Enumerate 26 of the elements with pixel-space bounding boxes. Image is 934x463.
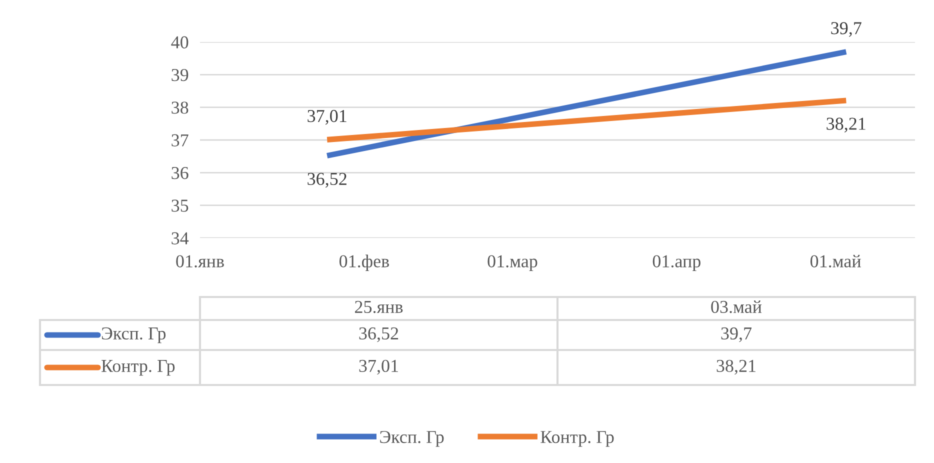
- data-label: 38,21: [826, 118, 866, 132]
- y-tick-label: 38: [172, 102, 188, 114]
- y-tick-label: 35: [172, 200, 188, 212]
- text: 03.май: [711, 300, 762, 314]
- data-label: 36,52: [308, 172, 346, 188]
- y-tick-label: 39: [172, 68, 188, 82]
- legend-label: Эксп. Гр: [102, 327, 166, 344]
- text: Эксп. Гр: [380, 430, 444, 447]
- y-tick-label: 34: [172, 232, 189, 244]
- text: 38,21: [716, 360, 756, 375]
- text: Контр. Гр: [540, 431, 614, 447]
- y-tick-label: 37: [172, 134, 188, 146]
- data-label: 39,7: [831, 22, 862, 37]
- y-tick-label: 36: [172, 166, 188, 180]
- x-tick-label: 01.апр: [652, 255, 700, 272]
- legend-label: Контр. Гр: [102, 360, 175, 376]
- x-tick-label: 01.май: [810, 254, 861, 268]
- y-tick-label: 40: [171, 36, 188, 48]
- x-tick-label: 01.фев: [339, 254, 389, 272]
- data-label: 37,01: [308, 110, 346, 125]
- x-tick-label: 01.янв: [176, 255, 224, 268]
- text: 25.янв: [355, 300, 403, 314]
- text: 37,01: [359, 360, 398, 375]
- text: 39,7: [721, 327, 752, 342]
- text: 36,52: [359, 327, 398, 342]
- x-tick-label: 01.мар: [488, 255, 538, 272]
